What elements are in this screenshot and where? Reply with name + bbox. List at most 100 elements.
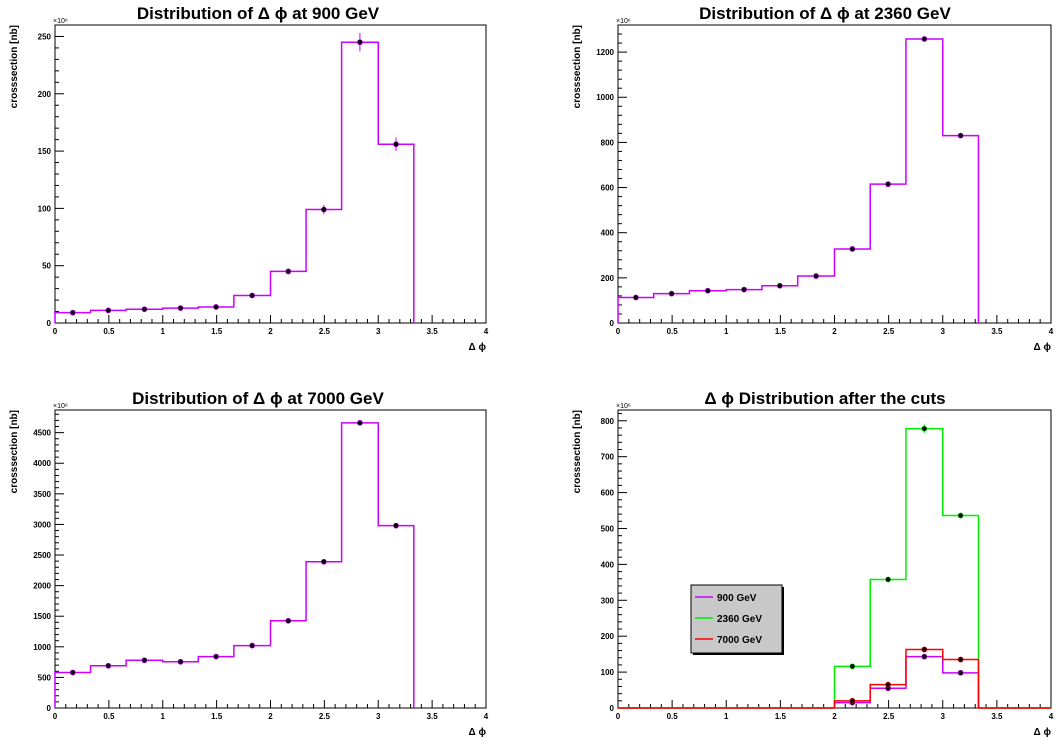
y-tick-label: 800 (601, 417, 615, 426)
histogram-panel-2: Distribution of Δ ϕ at 2360 GeV 0 0.5 1 1.5 2… (572, 4, 1054, 353)
data-point (849, 663, 856, 670)
data-point (741, 286, 748, 293)
y-tick-label: 400 (601, 560, 615, 569)
data-point (105, 307, 112, 314)
x-tick-label: 3 (376, 712, 381, 721)
x-axis-label: Δ ϕ (1034, 727, 1052, 738)
x-tick-label: 4 (1049, 327, 1054, 336)
data-point (177, 305, 184, 311)
x-axis-label: Δ ϕ (469, 342, 487, 353)
data-point (957, 656, 964, 663)
data-point (921, 36, 928, 42)
x-tick-label: 0.5 (667, 712, 679, 721)
histogram-line-series-1 (617, 38, 980, 323)
y-axis-multiplier: ×10⁶ (616, 18, 631, 25)
x-tick-label: 0 (616, 327, 621, 336)
data-point (69, 309, 76, 316)
x-tick-label: 1.5 (775, 712, 787, 721)
data-point (885, 681, 891, 688)
x-tick-label: 0.5 (103, 712, 115, 721)
plot-frame (617, 24, 1052, 324)
y-axis-label: crosssection [nb] (9, 410, 20, 493)
x-tick-label: 3 (941, 712, 946, 721)
y-tick-label: 1200 (596, 48, 614, 57)
data-point (285, 268, 292, 275)
data-point (393, 141, 399, 148)
y-tick-label: 700 (601, 453, 615, 462)
x-tick-label: 3.5 (427, 712, 439, 721)
y-tick-label: 100 (38, 204, 52, 213)
x-tick-label: 3.5 (427, 327, 439, 336)
data-point (957, 512, 964, 519)
data-point (69, 669, 76, 676)
data-point (921, 646, 928, 653)
x-tick-label: 0 (616, 712, 621, 721)
x-tick-label: 1.5 (775, 327, 787, 336)
y-tick-label: 100 (601, 668, 615, 677)
x-tick-label: 3.5 (991, 327, 1003, 336)
x-tick-label: 2.5 (319, 327, 331, 336)
chart-title: Distribution of Δ ϕ at 900 GeV (137, 4, 380, 23)
histogram-panel-3: Distribution of Δ ϕ at 7000 GeV 0 0.5 1 1.5 2… (9, 389, 489, 738)
y-tick-label: 600 (601, 184, 615, 193)
y-tick-label: 800 (601, 138, 615, 147)
y-tick-label: 250 (38, 32, 52, 41)
y-axis-label: crosssection [nb] (9, 25, 20, 108)
data-point (320, 558, 327, 565)
y-tick-label: 1500 (33, 612, 51, 621)
y-tick-label: 1000 (33, 643, 51, 652)
x-tick-label: 0 (53, 327, 58, 336)
data-point (921, 425, 928, 432)
x-tick-label: 1 (724, 327, 729, 336)
y-tick-label: 4000 (33, 459, 51, 468)
data-point (249, 642, 256, 649)
x-tick-label: 0.5 (103, 327, 115, 336)
x-tick-label: 1 (724, 712, 729, 721)
chart-title: Distribution of Δ ϕ at 7000 GeV (132, 389, 384, 408)
data-point (357, 39, 363, 46)
data-point (668, 290, 675, 297)
histogram-line-series-1 (54, 41, 415, 323)
y-tick-label: 0 (47, 704, 52, 713)
legend-label: 2360 GeV (717, 614, 762, 625)
histogram-line-series-3 (618, 648, 1051, 709)
y-tick-label: 200 (601, 274, 615, 283)
x-tick-label: 3 (941, 327, 946, 336)
data-point (813, 273, 819, 279)
histogram-line-series-2 (618, 427, 1051, 709)
data-point (357, 419, 363, 426)
data-point (776, 282, 783, 289)
histogram-panel-4: Δ ϕ Distribution after the cuts 0 0.5 1 1.5 2… (572, 389, 1054, 738)
plot-frame (617, 409, 1052, 709)
data-point (249, 292, 256, 299)
x-tick-label: 0.5 (667, 327, 679, 336)
y-axis-multiplier: ×10⁶ (53, 18, 68, 25)
y-axis-multiplier: ×10⁶ (616, 403, 631, 410)
data-point (957, 132, 964, 139)
x-tick-label: 2 (268, 712, 273, 721)
y-tick-label: 4500 (33, 429, 51, 438)
data-point (105, 662, 112, 669)
y-tick-label: 400 (601, 229, 615, 238)
y-tick-label: 200 (38, 90, 52, 99)
chart-title: Distribution of Δ ϕ at 2360 GeV (699, 4, 951, 23)
x-tick-label: 2 (832, 327, 837, 336)
x-tick-label: 3 (376, 327, 381, 336)
data-point (177, 658, 184, 665)
x-tick-label: 2 (268, 327, 273, 336)
legend-label: 7000 GeV (717, 635, 762, 646)
y-tick-label: 600 (601, 489, 615, 498)
data-point (957, 669, 964, 676)
y-tick-label: 0 (610, 319, 615, 328)
data-point (885, 181, 891, 188)
legend-label: 900 GeV (717, 593, 757, 604)
x-tick-label: 2.5 (319, 712, 331, 721)
chart-title: Δ ϕ Distribution after the cuts (704, 389, 945, 408)
x-axis-label: Δ ϕ (469, 727, 487, 738)
y-axis-multiplier: ×10⁶ (53, 403, 68, 410)
y-tick-label: 2000 (33, 582, 51, 591)
data-point (141, 306, 148, 313)
x-tick-label: 2.5 (883, 327, 895, 336)
x-tick-label: 1.5 (211, 327, 223, 336)
